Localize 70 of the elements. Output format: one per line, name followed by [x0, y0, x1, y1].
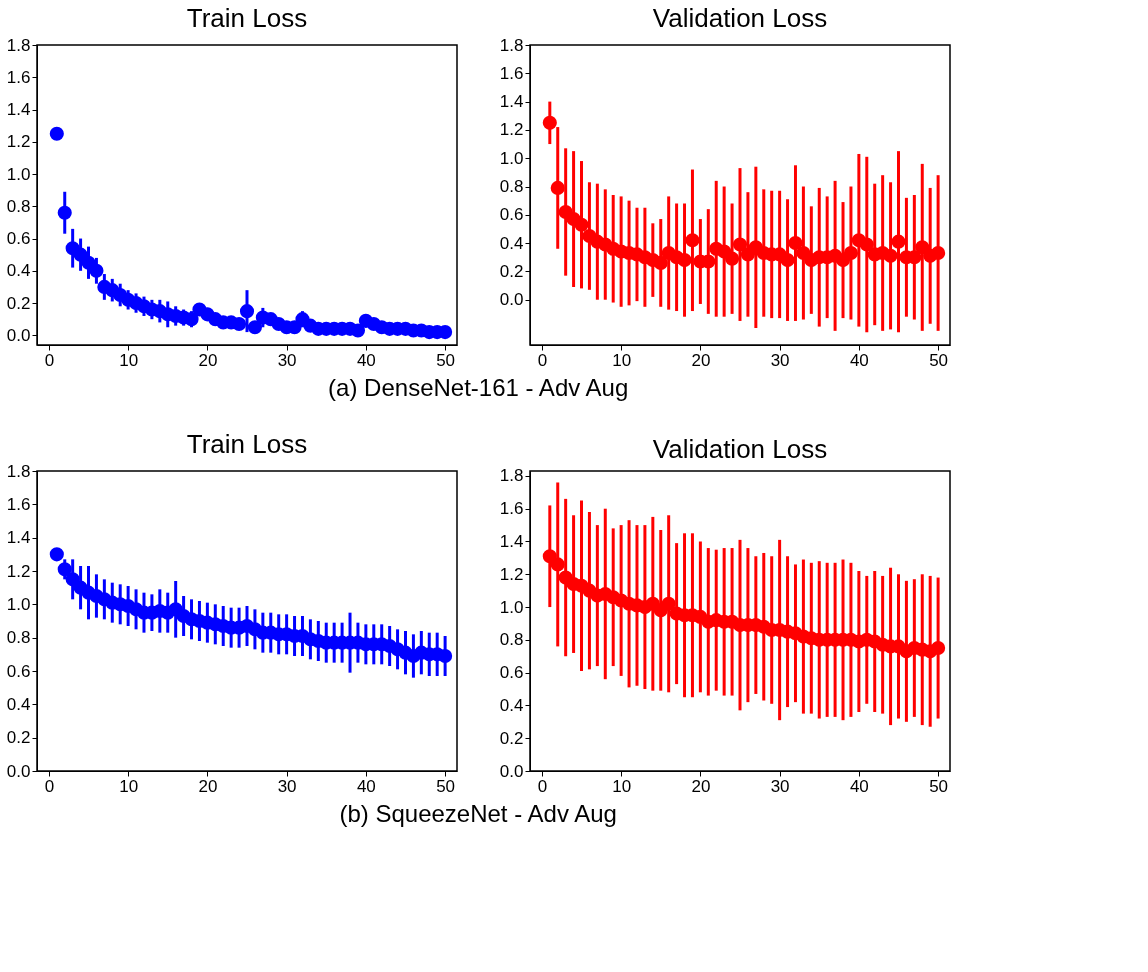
y-tick-label: 0.2: [6, 293, 31, 313]
y-tick-label: 0.4: [499, 233, 524, 253]
x-tick-label: 50: [929, 776, 949, 796]
y-tick-label: 0.4: [6, 694, 31, 714]
y-tick-label: 1.0: [6, 164, 31, 184]
y-tick-label: 0.4: [6, 261, 31, 281]
y-tick-label: 0.0: [499, 290, 524, 310]
x-tick-label: 40: [356, 350, 376, 370]
y-tick-label: 1.8: [6, 461, 31, 481]
x-tick-label: 40: [356, 776, 376, 796]
y-tick-label: 0.4: [499, 695, 524, 715]
x-tick-label: 0: [537, 350, 548, 370]
y-tick-label: 0.0: [6, 761, 31, 781]
y-tick-label: 1.4: [499, 92, 524, 112]
x-tick-label: 20: [691, 776, 711, 796]
y-tick-label: 1.0: [499, 148, 524, 168]
x-tick-label: 50: [436, 350, 456, 370]
y-tick-label: 1.6: [6, 494, 31, 514]
y-tick-label: 0.6: [6, 229, 31, 249]
x-tick-label: 40: [849, 350, 869, 370]
y-tick-label: 0.6: [499, 205, 524, 225]
y-tick-label: 1.2: [499, 120, 524, 140]
chart-title: Train Loss: [186, 429, 308, 459]
y-tick-label: 0.6: [499, 663, 524, 683]
y-tick-label: 1.8: [6, 35, 31, 55]
y-tick-label: 1.6: [499, 63, 524, 83]
chart-title: Train Loss: [186, 3, 308, 33]
y-tick-label: 1.4: [6, 100, 31, 120]
x-tick-label: 0: [44, 350, 55, 370]
y-tick-label: 0.6: [6, 661, 31, 681]
chart-title: Validation Loss: [652, 433, 828, 464]
chart-title: Validation Loss: [652, 3, 828, 33]
y-tick-label: 0.2: [6, 728, 31, 748]
x-tick-label: 10: [612, 350, 632, 370]
x-tick-label: 20: [198, 350, 218, 370]
text: (a) DenseNet-161 - Adv Aug: [328, 373, 629, 401]
x-tick-label: 30: [770, 350, 790, 370]
x-tick-label: 10: [119, 350, 139, 370]
y-tick-label: 1.4: [499, 531, 524, 551]
y-tick-label: 1.6: [6, 67, 31, 87]
y-tick-label: 0.8: [6, 196, 31, 216]
y-tick-label: 1.2: [6, 561, 31, 581]
x-tick-label: 50: [929, 350, 949, 370]
y-tick-label: 0.8: [6, 628, 31, 648]
x-tick-label: 20: [691, 350, 711, 370]
y-tick-label: 1.0: [499, 597, 524, 617]
y-tick-label: 0.2: [499, 261, 524, 281]
y-tick-label: 0.0: [6, 325, 31, 345]
text: (b) SqueezeNet - Adv Aug: [339, 799, 617, 827]
x-tick-label: 30: [277, 350, 297, 370]
y-tick-label: 0.2: [499, 728, 524, 748]
y-tick-label: 0.8: [499, 630, 524, 650]
y-tick-label: 0.0: [499, 761, 524, 781]
x-tick-label: 0: [44, 776, 55, 796]
x-tick-label: 40: [849, 776, 869, 796]
y-tick-label: 1.8: [499, 35, 524, 55]
x-tick-label: 10: [119, 776, 139, 796]
y-tick-label: 0.8: [499, 177, 524, 197]
x-tick-label: 30: [277, 776, 297, 796]
x-tick-label: 0: [537, 776, 548, 796]
y-tick-label: 1.8: [499, 466, 524, 486]
x-tick-label: 50: [436, 776, 456, 796]
y-tick-label: 1.0: [6, 594, 31, 614]
y-tick-label: 1.6: [499, 499, 524, 519]
x-tick-label: 20: [198, 776, 218, 796]
y-tick-label: 1.2: [6, 132, 31, 152]
y-tick-label: 1.2: [499, 564, 524, 584]
x-tick-label: 10: [612, 776, 632, 796]
y-tick-label: 1.4: [6, 528, 31, 548]
x-tick-label: 30: [770, 776, 790, 796]
